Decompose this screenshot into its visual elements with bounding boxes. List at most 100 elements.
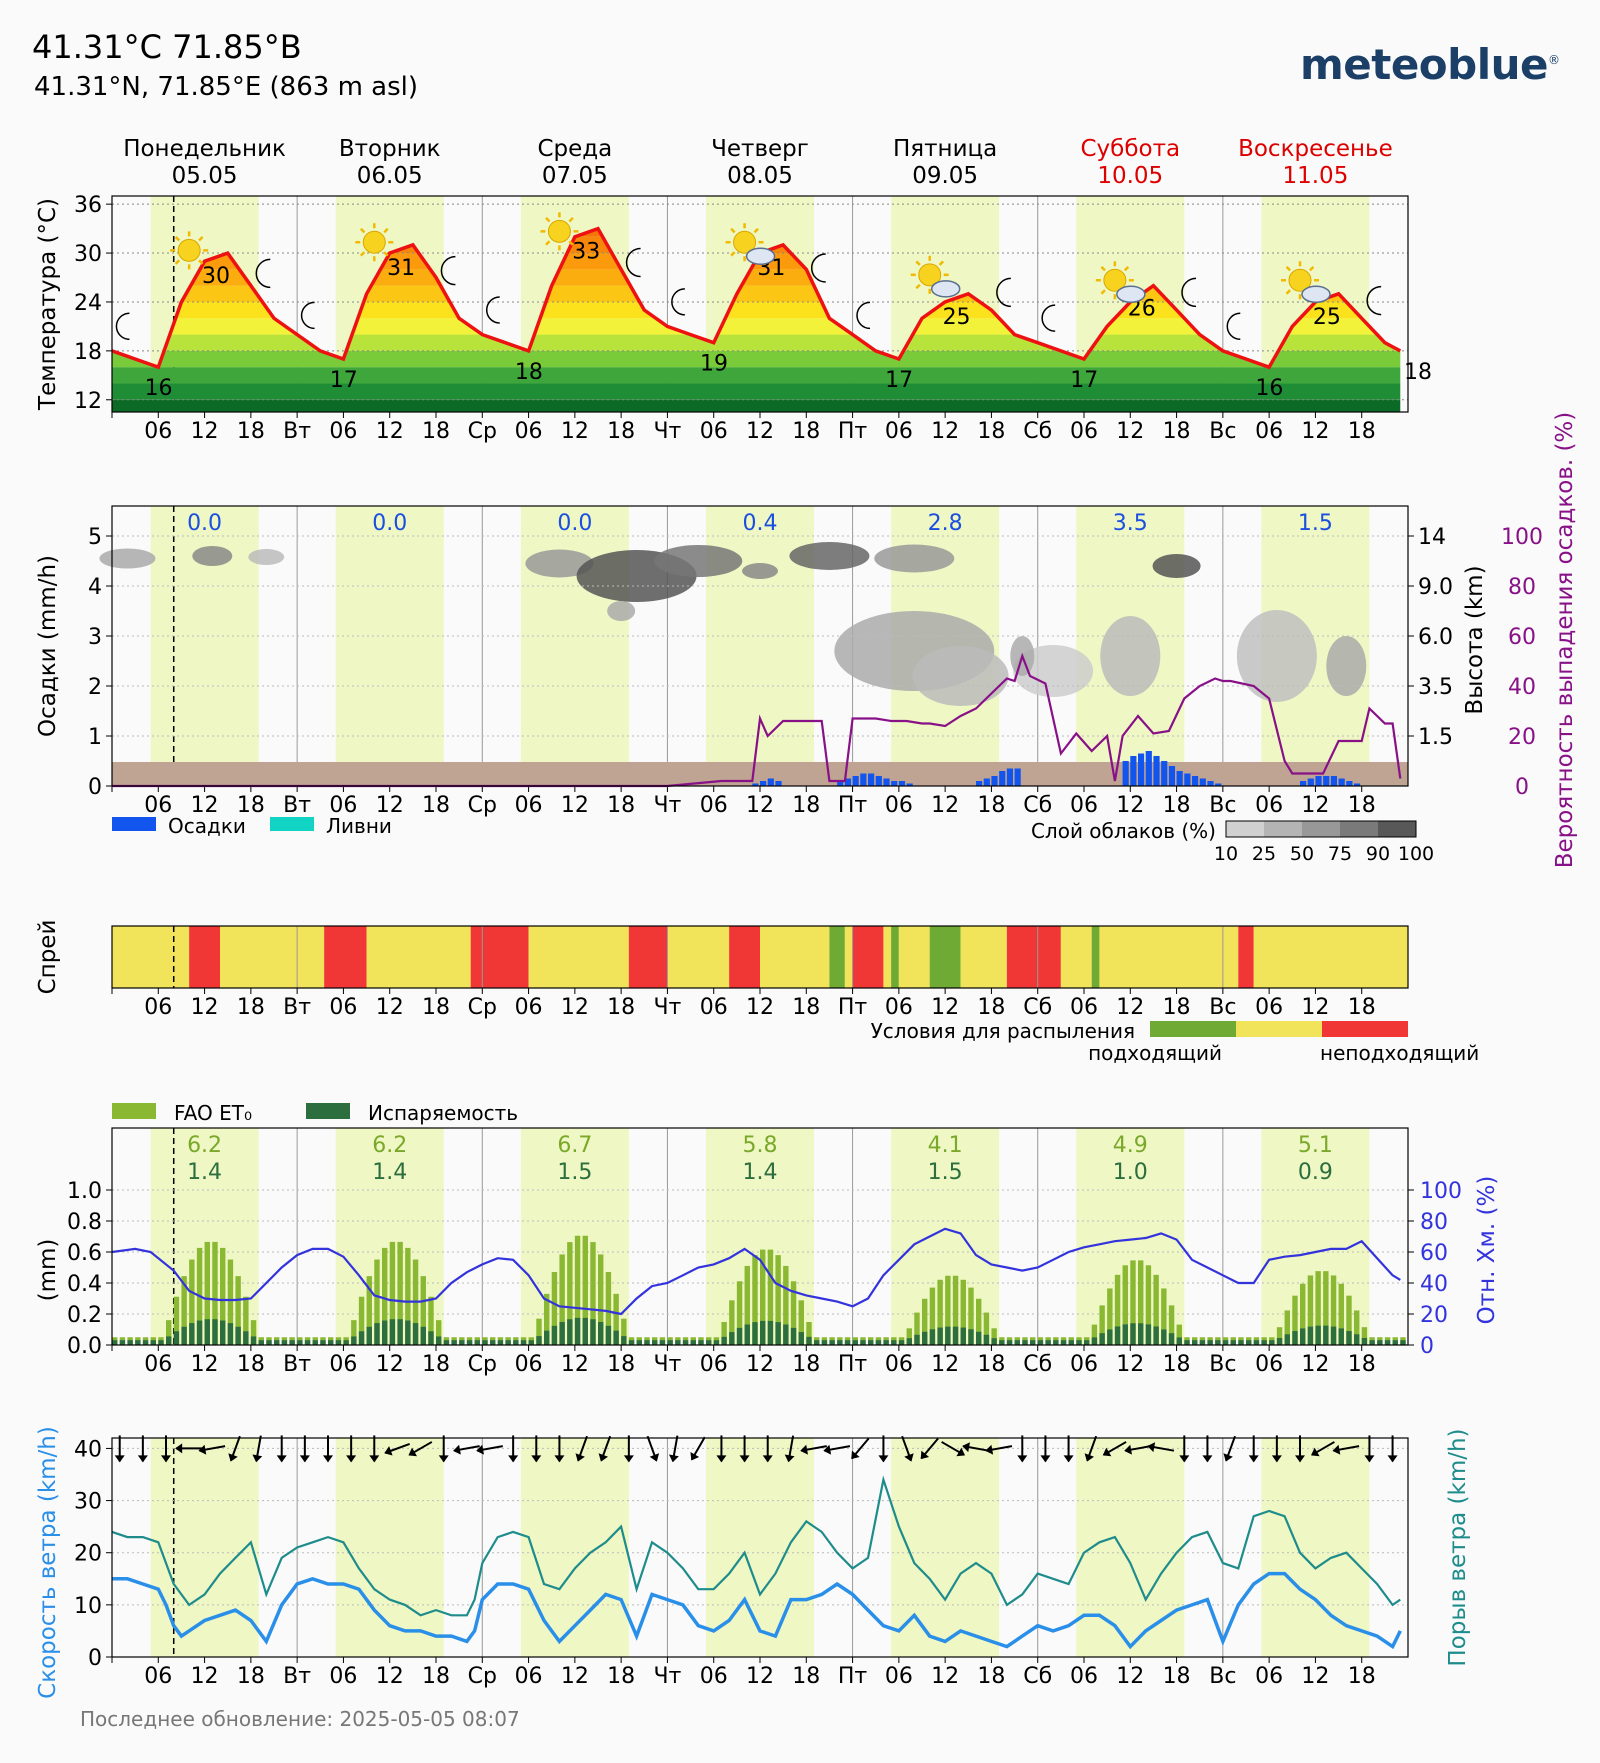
evap-bar xyxy=(1161,1329,1167,1345)
arrow-head xyxy=(956,1447,965,1457)
evap-bar xyxy=(274,1340,280,1345)
et0-bar xyxy=(721,1322,727,1345)
precip-daily-total: 0.0 xyxy=(557,511,592,536)
x-tick-label-temp: 06 xyxy=(885,419,913,444)
wind-direction-arrow xyxy=(851,1437,870,1460)
evap-y-tick-label: 1.0 xyxy=(67,1179,102,1204)
x-tick-label-temp: 06 xyxy=(144,419,172,444)
prob-tick-label: 60 xyxy=(1508,625,1536,650)
x-tick-label-spray: 18 xyxy=(1163,995,1191,1020)
moon-icon xyxy=(625,247,641,278)
wind-direction-arrow xyxy=(228,1435,241,1462)
cloud-layer xyxy=(742,563,778,579)
evap-bar xyxy=(860,1340,866,1345)
et0-bar xyxy=(420,1276,426,1345)
evap-bar xyxy=(952,1326,959,1345)
evap-bar xyxy=(204,1319,210,1345)
evap-bar xyxy=(212,1319,218,1345)
precip-bar xyxy=(1315,776,1322,786)
x-tick-label-temp: 12 xyxy=(931,419,959,444)
evap-bar xyxy=(304,1340,311,1345)
arrow-head xyxy=(554,1455,565,1463)
humidity-tick-label: 100 xyxy=(1420,1179,1462,1204)
evap-bar xyxy=(590,1319,596,1345)
gust-line xyxy=(111,1475,1401,1617)
location-coords: 41.31°N, 71.85°E (863 m asl) xyxy=(34,72,419,102)
evap-bar xyxy=(328,1340,334,1345)
x-tick-label-spray: Вт xyxy=(283,995,311,1020)
precip-bar xyxy=(1184,773,1191,786)
evap-frame xyxy=(111,1127,1409,1346)
evap-bar xyxy=(1153,1326,1159,1345)
evap-bar xyxy=(482,1340,488,1345)
x-tick-label-evap: 12 xyxy=(376,1352,404,1377)
et0-bar xyxy=(1176,1324,1182,1345)
precip-daily-total: 0.4 xyxy=(743,511,778,536)
et0-bar xyxy=(358,1296,365,1345)
sun-ray xyxy=(568,240,574,246)
evap-bar xyxy=(1030,1340,1036,1345)
evap-bar xyxy=(497,1340,504,1345)
sun-ray xyxy=(915,283,921,290)
x-tick-label-prec: 12 xyxy=(191,793,219,818)
precip-y-tick-label: 2 xyxy=(88,675,102,700)
spray-legend-mid xyxy=(1236,1021,1322,1037)
precipitation-panel: 0.0 0.0 0.0 0.4 2.8 3.5 1.50123451.53.56.09.01… xyxy=(35,412,1578,869)
precip-bar xyxy=(1330,776,1338,786)
evap-bar xyxy=(243,1331,249,1345)
evap-bar xyxy=(875,1340,882,1345)
wind-direction-arrow xyxy=(985,1444,1013,1455)
evap-bar xyxy=(1053,1340,1059,1345)
evap-bar xyxy=(675,1340,681,1345)
sun-ray xyxy=(730,227,736,234)
x-tick-label-temp: 06 xyxy=(515,419,543,444)
et0-bar xyxy=(929,1287,936,1345)
et0-bar xyxy=(983,1312,990,1345)
x-tick-label-evap: 12 xyxy=(1301,1352,1329,1377)
x-tick-label-wind: 12 xyxy=(376,1664,404,1689)
arrow-head xyxy=(851,1450,860,1460)
et0-bar xyxy=(760,1249,766,1345)
evap-bar xyxy=(574,1317,581,1345)
et0-daily-total: 4.1 xyxy=(928,1133,963,1158)
et0-bar xyxy=(613,1293,619,1345)
et0-bar xyxy=(166,1320,172,1345)
day-band-wind xyxy=(1076,1438,1185,1657)
cloud-layer xyxy=(1152,554,1201,578)
x-tick-label-temp: 12 xyxy=(1116,419,1144,444)
wind-line xyxy=(112,1571,1402,1650)
x-tick-label-temp: 06 xyxy=(329,419,357,444)
et0-bar xyxy=(1354,1310,1360,1345)
evap-bar xyxy=(189,1323,195,1345)
evap-bar xyxy=(343,1340,349,1345)
evap-daily-total: 1.5 xyxy=(928,1160,963,1185)
arrow-head xyxy=(161,1455,171,1463)
x-tick-label-evap: 12 xyxy=(1116,1352,1144,1377)
evap-bar xyxy=(127,1340,133,1345)
precip-prob-line xyxy=(112,652,1402,788)
wind-direction-arrow xyxy=(646,1435,660,1462)
evap-bar xyxy=(798,1332,804,1345)
x-tick-label-temp: 06 xyxy=(1255,419,1283,444)
evap-bar xyxy=(297,1340,303,1345)
evap-bar xyxy=(250,1336,257,1345)
precip-daily-total: 0.0 xyxy=(372,511,407,536)
wind-direction-arrow xyxy=(784,1435,795,1463)
prob-tick-label: 20 xyxy=(1508,725,1536,750)
sun-icon xyxy=(910,255,949,294)
evap-bar xyxy=(428,1331,434,1345)
gust-ylabel: Порыв ветра (km/h) xyxy=(1445,1428,1471,1666)
x-tick-label-wind: 06 xyxy=(329,1664,357,1689)
cloud-layer xyxy=(192,546,233,566)
evap-bar xyxy=(466,1340,473,1345)
x-tick-label-wind: 06 xyxy=(1255,1664,1283,1689)
evap-bar xyxy=(1130,1323,1136,1345)
humidity-tick-label: 20 xyxy=(1420,1303,1448,1328)
meteoblue-logo[interactable]: meteoblue® xyxy=(1300,40,1560,89)
evap-bar xyxy=(436,1336,442,1345)
evap-bar xyxy=(1091,1337,1098,1345)
precip-y-tick-label: 3 xyxy=(88,625,102,650)
x-tick-label-prec: 12 xyxy=(746,793,774,818)
sun-disc xyxy=(547,219,571,243)
et0-bar xyxy=(173,1296,180,1345)
